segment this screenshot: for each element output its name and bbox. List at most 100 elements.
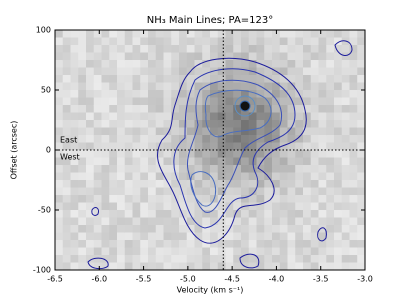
map-cell (256, 180, 265, 188)
map-cell (109, 210, 118, 218)
map-cell (86, 97, 95, 106)
map-cell (109, 60, 118, 68)
map-cell (233, 45, 242, 53)
map-cell (287, 37, 296, 46)
map-cell (186, 165, 195, 173)
map-cell (109, 120, 118, 128)
map-cell (357, 255, 366, 263)
map-cell (124, 120, 133, 128)
map-cell (264, 52, 273, 61)
map-cell (101, 210, 110, 218)
map-cell (225, 127, 234, 136)
map-cell (124, 52, 133, 61)
map-cell (132, 97, 141, 106)
map-cell (194, 210, 203, 218)
contour (334, 40, 353, 56)
map-cell (148, 127, 157, 136)
map-cell (334, 135, 343, 143)
map-cell (303, 120, 312, 128)
map-cell (194, 105, 203, 113)
map-cell (202, 82, 211, 91)
map-cell (256, 37, 265, 46)
map-cell (124, 97, 133, 106)
map-cell (279, 45, 288, 53)
map-cell (233, 225, 242, 233)
y-tick-label: -100 (33, 266, 51, 275)
map-cell (334, 75, 343, 83)
map-cell (310, 172, 319, 181)
map-cell (186, 127, 195, 136)
map-cell (287, 187, 296, 196)
map-cell (148, 165, 157, 173)
map-cell (101, 240, 110, 248)
map-cell (279, 60, 288, 68)
map-cell (264, 120, 273, 128)
map-cell (225, 232, 234, 241)
map-cell (303, 225, 312, 233)
map-cell (318, 142, 327, 151)
map-cell (124, 105, 133, 113)
map-cell (179, 120, 188, 128)
map-cell (256, 120, 265, 128)
map-cell (248, 37, 257, 46)
map-cell (349, 150, 358, 158)
map-cell (148, 172, 157, 181)
x-tick-label: -6.0 (91, 275, 107, 284)
map-cell (70, 180, 79, 188)
map-cell (163, 180, 172, 188)
map-cell (318, 67, 327, 76)
map-cell (279, 52, 288, 61)
map-cell (194, 37, 203, 46)
map-cell (310, 75, 319, 83)
map-cell (101, 225, 110, 233)
map-cell (217, 187, 226, 196)
map-cell (117, 150, 126, 158)
contours (87, 40, 353, 270)
map-cell (279, 90, 288, 98)
map-cell (78, 82, 87, 91)
map-cell (264, 67, 273, 76)
map-cell (186, 187, 195, 196)
map-cell (256, 165, 265, 173)
map-cell (179, 157, 188, 166)
x-tick-label: -3.5 (313, 275, 329, 284)
map-cell (124, 60, 133, 68)
map-cell (163, 67, 172, 76)
map-cell (357, 202, 366, 211)
map-cell (341, 75, 350, 83)
annotation: West (60, 153, 80, 162)
map-cell (132, 52, 141, 61)
map-cell (272, 37, 281, 46)
map-cell (272, 210, 281, 218)
map-cell (62, 255, 71, 263)
map-cell (202, 75, 211, 83)
map-cell (202, 172, 211, 181)
map-cell (241, 90, 250, 98)
map-cell (225, 120, 234, 128)
map-cell (163, 30, 172, 38)
map-cell (109, 195, 118, 203)
map-cell (78, 217, 87, 226)
x-tick-label: -4.0 (269, 275, 285, 284)
map-cell (70, 157, 79, 166)
map-cell (318, 37, 327, 46)
map-cell (341, 180, 350, 188)
map-cell (124, 232, 133, 241)
map-cell (287, 240, 296, 248)
map-cell (109, 105, 118, 113)
map-cell (155, 82, 164, 91)
map-cell (341, 135, 350, 143)
map-cell (62, 262, 71, 271)
map-cell (326, 90, 335, 98)
map-cell (279, 195, 288, 203)
map-cell (78, 52, 87, 61)
map-cell (163, 217, 172, 226)
map-cell (124, 262, 133, 271)
map-cell (326, 172, 335, 181)
map-cell (256, 247, 265, 256)
map-cell (186, 45, 195, 53)
map-cell (109, 165, 118, 173)
map-cell (163, 37, 172, 46)
map-cell (194, 247, 203, 256)
